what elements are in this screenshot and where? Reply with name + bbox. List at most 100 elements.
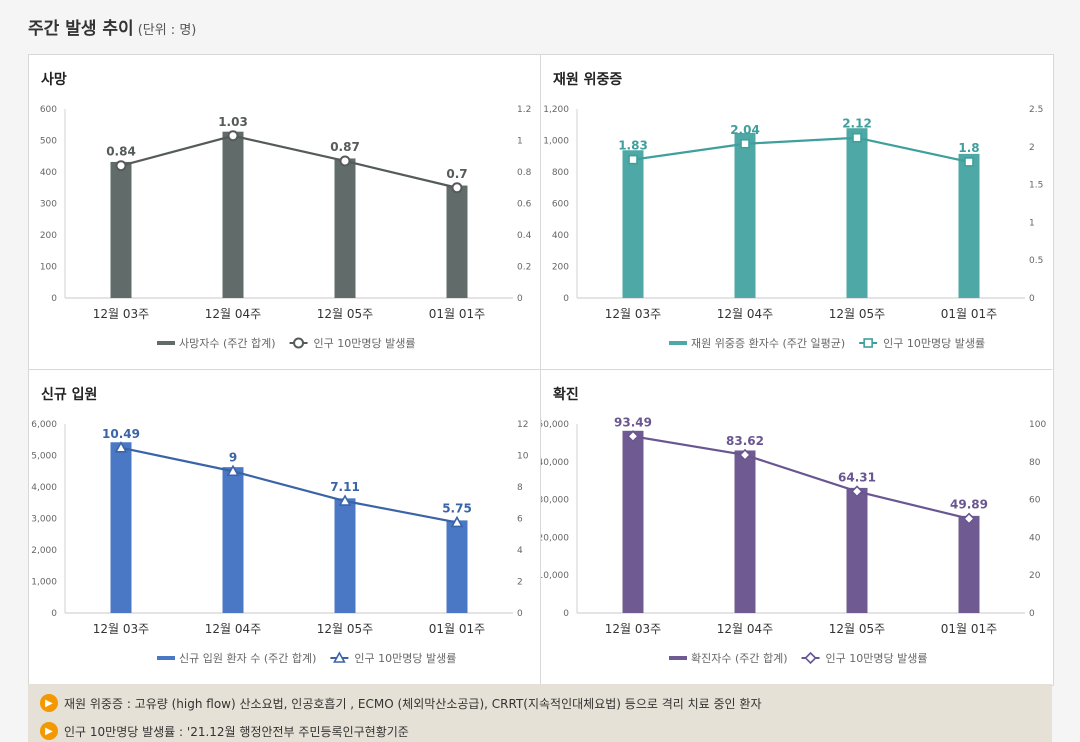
x-tick-label: 01월 01주 bbox=[429, 622, 485, 636]
rate-point bbox=[450, 515, 464, 528]
legend-bar-label: 확진자수 (주간 합계) bbox=[691, 652, 788, 665]
rate-point bbox=[626, 430, 640, 443]
legend-bar-swatch bbox=[669, 341, 687, 345]
rate-line bbox=[632, 136, 970, 163]
bar bbox=[622, 430, 644, 613]
bar bbox=[222, 131, 244, 298]
y2-tick-label: 60 bbox=[1029, 496, 1041, 506]
rate-line bbox=[632, 435, 970, 520]
rate-point bbox=[804, 651, 817, 665]
bar bbox=[334, 158, 356, 298]
y2-tick-label: 0.6 bbox=[517, 200, 532, 210]
panel-title: 사망 bbox=[41, 72, 67, 88]
data-label: 83.62 bbox=[726, 434, 764, 448]
bar bbox=[846, 128, 868, 298]
rate-point bbox=[451, 182, 463, 194]
y-tick-label: 1,200 bbox=[543, 105, 569, 115]
y2-tick-label: 1 bbox=[517, 137, 523, 147]
data-label: 1.8 bbox=[958, 141, 979, 155]
rate-point bbox=[338, 494, 352, 506]
rate-point bbox=[740, 138, 750, 149]
rate-point bbox=[333, 651, 346, 663]
rate-line bbox=[120, 134, 458, 189]
legend-bar-label: 재원 위중증 환자수 (주간 일평균) bbox=[691, 336, 845, 350]
bar bbox=[446, 520, 468, 613]
y-tick-label: 5,000 bbox=[31, 452, 57, 462]
bar bbox=[846, 487, 868, 613]
y2-tick-label: 2.5 bbox=[1029, 105, 1043, 115]
data-label: 1.03 bbox=[218, 115, 248, 129]
y-tick-label: 500 bbox=[40, 137, 57, 147]
y-tick-label: 4,000 bbox=[31, 483, 57, 493]
y-tick-label: 100 bbox=[40, 263, 57, 273]
legend-bar-label: 사망자수 (주간 합계) bbox=[179, 337, 276, 350]
x-tick-label: 12월 03주 bbox=[93, 622, 149, 636]
note-text: 재원 위중증 : 고유량 (high flow) 산소요법, 인공호흡기 , E… bbox=[64, 696, 762, 711]
page-title-text: 주간 발생 추이 bbox=[28, 19, 134, 39]
y2-tick-label: 1 bbox=[1029, 218, 1035, 228]
x-tick-label: 12월 04주 bbox=[205, 307, 261, 321]
y-tick-label: 400 bbox=[552, 231, 569, 241]
y-tick-label: 200 bbox=[552, 263, 569, 273]
y2-tick-label: 0 bbox=[517, 609, 523, 619]
chart-panel-admissions: 신규 입원 0 1,000 2,000 3,000 4,000 5,000 6,000 0 2 4… bbox=[29, 370, 541, 684]
data-label: 64.31 bbox=[838, 470, 876, 484]
y2-tick-label: 6 bbox=[517, 515, 523, 525]
x-tick-label: 01월 01주 bbox=[941, 307, 997, 321]
deaths-chart: 0 100 200 300 400 500 600 0 0.2 0.4 0.6 0.8 1 1.2 12월 … bbox=[40, 105, 532, 350]
x-tick-label: 12월 05주 bbox=[317, 622, 373, 636]
y2-tick-label: 4 bbox=[517, 546, 523, 556]
data-label: 7.11 bbox=[330, 480, 360, 494]
legend-bar-swatch bbox=[157, 656, 175, 660]
chart-panel-critical: 재원 위중증 0 200 400 600 800 1,000 1,200 0 0.5 1 1.5 2 2… bbox=[541, 55, 1052, 370]
data-label: 0.84 bbox=[106, 145, 136, 159]
x-tick-label: 01월 01주 bbox=[429, 307, 485, 321]
chart-panel-deaths: 사망 0 100 200 300 400 500 600 0 0.2 0.4 0.6 0.8 1 1.2 1… bbox=[29, 55, 541, 370]
y2-tick-label: 0.8 bbox=[517, 168, 532, 178]
y-tick-label: 600 bbox=[40, 105, 57, 115]
confirmed-chart: 0 10,000 20,000 30,000 40,000 50,000 0 20 40 60 80… bbox=[541, 415, 1046, 665]
speaker-icon: ▶ bbox=[40, 722, 58, 740]
y-tick-label: 1,000 bbox=[31, 578, 57, 588]
bar bbox=[958, 515, 980, 613]
legend-line-label: 인구 10만명당 발생률 bbox=[883, 337, 985, 350]
x-tick-label: 12월 03주 bbox=[605, 307, 661, 321]
bar bbox=[958, 153, 980, 298]
y-tick-label: 200 bbox=[40, 231, 57, 241]
rate-point bbox=[339, 155, 351, 167]
legend-line-label: 인구 10만명당 발생률 bbox=[314, 337, 416, 350]
y2-tick-label: 8 bbox=[517, 483, 523, 493]
unit-label: (단위 : 명) bbox=[137, 23, 197, 38]
legend-bar-label: 신규 입원 환자 수 (주간 합계) bbox=[179, 652, 316, 665]
note-item: ▶ 재원 위중증 : 고유량 (high flow) 산소요법, 인공호흡기 ,… bbox=[40, 694, 761, 712]
bar bbox=[734, 132, 756, 298]
y-tick-label: 30,000 bbox=[541, 496, 569, 506]
rate-point bbox=[115, 160, 127, 172]
y2-tick-label: 2 bbox=[1029, 143, 1035, 153]
data-label: 0.87 bbox=[330, 140, 360, 154]
rate-point bbox=[226, 464, 240, 477]
bar bbox=[622, 150, 644, 298]
y2-tick-label: 100 bbox=[1029, 420, 1046, 430]
rate-point bbox=[293, 337, 305, 349]
data-label: 9 bbox=[229, 450, 237, 464]
legend-line-label: 인구 10만명당 발생률 bbox=[354, 652, 456, 665]
rate-line bbox=[120, 446, 458, 524]
x-tick-label: 12월 05주 bbox=[829, 307, 885, 321]
x-tick-label: 12월 05주 bbox=[829, 622, 885, 636]
y-tick-label: 1,000 bbox=[543, 137, 569, 147]
bar bbox=[222, 467, 244, 613]
rate-point bbox=[852, 132, 862, 143]
rate-point bbox=[850, 485, 864, 498]
y2-tick-label: 80 bbox=[1029, 458, 1041, 468]
admissions-chart: 0 1,000 2,000 3,000 4,000 5,000 6,000 0 2 4 6 8 10 12… bbox=[31, 420, 528, 665]
rate-point bbox=[863, 338, 873, 348]
y2-tick-label: 0.2 bbox=[517, 263, 531, 273]
y-tick-label: 600 bbox=[552, 200, 569, 210]
note-text: 인구 10만명당 발생률 : '21.12월 행정안전부 주민등록인구현황기준 bbox=[64, 724, 409, 739]
data-label: 93.49 bbox=[614, 415, 652, 429]
y2-tick-label: 1.2 bbox=[517, 105, 531, 115]
y2-tick-label: 1.5 bbox=[1029, 181, 1043, 191]
data-label: 0.7 bbox=[446, 167, 467, 181]
x-tick-label: 12월 03주 bbox=[93, 307, 149, 321]
